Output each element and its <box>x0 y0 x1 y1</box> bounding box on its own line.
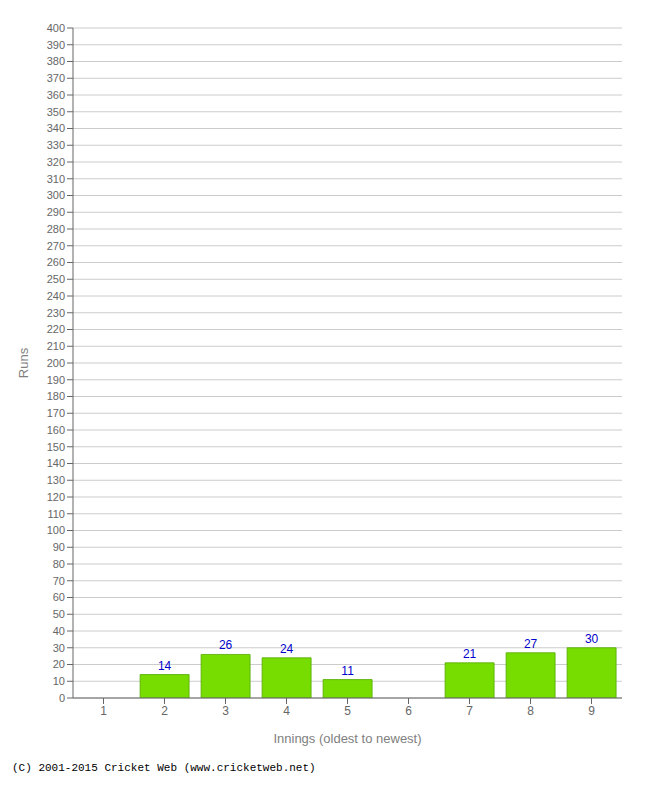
svg-text:160: 160 <box>47 424 65 436</box>
svg-text:2: 2 <box>161 704 168 718</box>
svg-text:60: 60 <box>53 591 65 603</box>
svg-text:20: 20 <box>53 658 65 670</box>
svg-text:100: 100 <box>47 524 65 536</box>
svg-text:180: 180 <box>47 390 65 402</box>
svg-text:14: 14 <box>158 659 172 673</box>
svg-text:330: 330 <box>47 139 65 151</box>
svg-text:90: 90 <box>53 541 65 553</box>
svg-text:140: 140 <box>47 457 65 469</box>
svg-text:260: 260 <box>47 256 65 268</box>
svg-text:220: 220 <box>47 323 65 335</box>
svg-text:290: 290 <box>47 206 65 218</box>
svg-text:Innings (oldest to newest): Innings (oldest to newest) <box>273 731 421 746</box>
svg-text:310: 310 <box>47 173 65 185</box>
svg-text:50: 50 <box>53 608 65 620</box>
svg-text:30: 30 <box>53 642 65 654</box>
svg-text:9: 9 <box>588 704 595 718</box>
svg-text:80: 80 <box>53 558 65 570</box>
svg-text:70: 70 <box>53 575 65 587</box>
svg-text:10: 10 <box>53 675 65 687</box>
svg-text:21: 21 <box>463 647 477 661</box>
svg-text:5: 5 <box>344 704 351 718</box>
svg-text:6: 6 <box>405 704 412 718</box>
svg-text:270: 270 <box>47 240 65 252</box>
svg-text:40: 40 <box>53 625 65 637</box>
svg-text:400: 400 <box>47 22 65 34</box>
svg-text:150: 150 <box>47 441 65 453</box>
svg-text:1: 1 <box>100 704 107 718</box>
svg-text:170: 170 <box>47 407 65 419</box>
svg-text:130: 130 <box>47 474 65 486</box>
svg-text:110: 110 <box>47 508 65 520</box>
svg-text:200: 200 <box>47 357 65 369</box>
svg-text:390: 390 <box>47 39 65 51</box>
svg-text:360: 360 <box>47 89 65 101</box>
svg-text:280: 280 <box>47 223 65 235</box>
svg-text:350: 350 <box>47 106 65 118</box>
svg-text:320: 320 <box>47 156 65 168</box>
svg-text:30: 30 <box>585 632 599 646</box>
svg-text:11: 11 <box>341 664 354 678</box>
svg-text:7: 7 <box>466 704 473 718</box>
html-text:(C) 2001-2015 Cricket Web (www: (C) 2001-2015 Cricket Web (www.cricketwe… <box>12 762 316 774</box>
svg-text:230: 230 <box>47 307 65 319</box>
svg-text:240: 240 <box>47 290 65 302</box>
svg-text:370: 370 <box>47 72 65 84</box>
svg-text:340: 340 <box>47 122 65 134</box>
svg-text:300: 300 <box>47 189 65 201</box>
svg-text:210: 210 <box>47 340 65 352</box>
svg-text:190: 190 <box>47 374 65 386</box>
svg-text:120: 120 <box>47 491 65 503</box>
svg-text:27: 27 <box>524 637 538 651</box>
svg-text:250: 250 <box>47 273 65 285</box>
svg-text:380: 380 <box>47 55 65 67</box>
svg-text:3: 3 <box>222 704 229 718</box>
svg-text:24: 24 <box>280 642 294 656</box>
svg-text:4: 4 <box>283 704 290 718</box>
svg-text:0: 0 <box>59 692 65 704</box>
svg-text:26: 26 <box>219 638 233 652</box>
svg-text:8: 8 <box>527 704 534 718</box>
svg-text:Runs: Runs <box>16 347 31 378</box>
